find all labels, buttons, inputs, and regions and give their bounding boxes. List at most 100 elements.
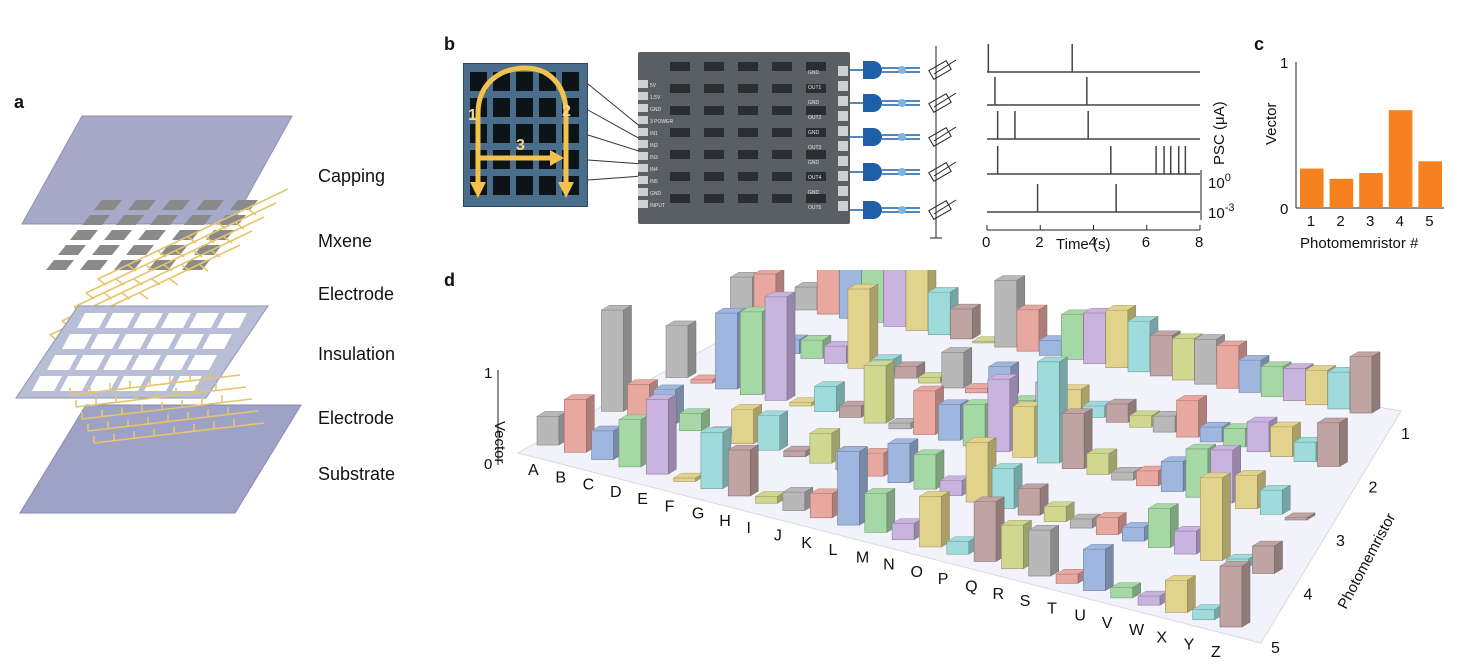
insulation-cell bbox=[131, 355, 161, 370]
trace-scale-tick-base: 10 bbox=[1208, 175, 1225, 192]
chart-d-bar bbox=[824, 345, 847, 364]
chart-d-bar bbox=[1105, 403, 1129, 423]
ic-chip bbox=[806, 128, 826, 137]
arrow-path-1-2 bbox=[475, 65, 569, 192]
chart-d-bar bbox=[863, 365, 887, 424]
chart-d-bar bbox=[1121, 526, 1145, 542]
arrow-head-1 bbox=[470, 182, 486, 198]
insulation-cell bbox=[202, 334, 232, 349]
chart-d-bar bbox=[1012, 406, 1035, 458]
chart-c-x-tick-label: 5 bbox=[1425, 213, 1433, 230]
chart-d-bar bbox=[913, 390, 936, 435]
board-pin-right bbox=[838, 201, 848, 211]
sensor-pixel bbox=[516, 124, 533, 143]
chart-d-bar bbox=[1152, 415, 1176, 433]
mxene-square bbox=[162, 200, 190, 210]
sensor-pixel bbox=[493, 98, 510, 117]
chart-d-bar bbox=[1028, 529, 1052, 577]
mxene-square bbox=[184, 215, 212, 225]
chart-d-bar bbox=[1043, 506, 1067, 522]
chart-c-x-tick-label: 3 bbox=[1366, 213, 1374, 230]
board-pin-right bbox=[838, 141, 848, 151]
chart-d-x-tick-label: T bbox=[1047, 600, 1057, 617]
board-pin-right bbox=[838, 171, 848, 181]
chart-d-bar bbox=[973, 501, 997, 562]
board-pin-right-label: OUT3 bbox=[808, 145, 822, 151]
chart-d-bar bbox=[965, 442, 989, 503]
chart-d-x-tick-label: B bbox=[555, 469, 566, 486]
board-pin-right bbox=[838, 111, 848, 121]
chart-d-bar bbox=[679, 413, 702, 432]
ic-chip bbox=[670, 106, 690, 115]
mxene-square bbox=[116, 215, 144, 225]
mxene-square bbox=[70, 230, 98, 240]
insulation-cell bbox=[187, 355, 217, 370]
board-pin-left-label: GND bbox=[650, 107, 662, 113]
chart-d-bar-side bbox=[749, 444, 759, 497]
chart-d-bar-top bbox=[753, 270, 783, 275]
electrode-trace bbox=[85, 202, 277, 294]
chart-d-bar bbox=[601, 309, 624, 412]
electrode-finger bbox=[97, 278, 107, 286]
ic-chip bbox=[670, 150, 690, 159]
electrode-finger bbox=[217, 222, 227, 230]
board-pin-left bbox=[638, 176, 648, 184]
sensor-pixel bbox=[493, 176, 510, 195]
sensor-pixel bbox=[539, 98, 556, 117]
chart-d-bar bbox=[1136, 470, 1159, 487]
mxene-square bbox=[80, 260, 108, 270]
chart-d-bar bbox=[1129, 415, 1152, 428]
chart-d-bar bbox=[690, 379, 714, 384]
chart-d-bar bbox=[1111, 471, 1134, 481]
electrode-finger bbox=[133, 278, 143, 286]
chart-d-bar bbox=[1127, 320, 1151, 373]
insulation-cell bbox=[103, 355, 133, 370]
ic-chip bbox=[806, 194, 826, 203]
chart-d-bar-side bbox=[786, 291, 796, 401]
chart-d-bar-side bbox=[668, 394, 677, 475]
board-pin-left-label: 3 POWER bbox=[650, 119, 673, 125]
board-pin-right-label: GND bbox=[808, 160, 820, 166]
electrode-finger bbox=[175, 250, 185, 258]
chart-d-x-tick-label: S bbox=[1020, 593, 1031, 610]
electrode-finger bbox=[145, 264, 155, 272]
path-label-2: 2 bbox=[562, 103, 571, 120]
electrode-finger bbox=[139, 292, 149, 300]
chart-d-bar bbox=[1270, 426, 1293, 457]
chart-d-bar bbox=[789, 402, 813, 407]
chart-d-bar-side bbox=[687, 320, 697, 378]
chart-d-x-tick-label: Z bbox=[1211, 644, 1221, 661]
board-pin-right bbox=[838, 156, 848, 166]
ic-chip bbox=[772, 150, 792, 159]
board-pin-right-label: OUT2 bbox=[808, 115, 822, 121]
chart-d-bar bbox=[783, 450, 807, 457]
trace-y-label: PSC (μA) bbox=[1211, 101, 1228, 165]
sensor-symbol-arrow bbox=[933, 199, 957, 215]
board-pin-right bbox=[838, 96, 848, 106]
chart-d-bar bbox=[1095, 517, 1119, 535]
electrode-trace bbox=[73, 216, 265, 308]
ic-chip bbox=[772, 172, 792, 181]
chart-d-bar bbox=[888, 422, 912, 430]
chart-d-x-tick-label: F bbox=[665, 498, 675, 515]
chart-d-bar bbox=[1223, 428, 1246, 448]
chart-d-bar bbox=[837, 451, 860, 526]
ic-chip bbox=[738, 194, 758, 203]
chart-d-y-tick-label: 3 bbox=[1336, 533, 1345, 550]
board-pin-right-label: GND bbox=[808, 100, 820, 106]
electrode-finger bbox=[127, 264, 137, 272]
electrode-trace bbox=[87, 410, 259, 432]
neuron-icon bbox=[863, 201, 882, 219]
mxene-square bbox=[126, 245, 154, 255]
chart-d-bar bbox=[1137, 595, 1161, 606]
chart-d-bar bbox=[731, 408, 755, 444]
chart-c-x-tick-label: 4 bbox=[1396, 213, 1404, 230]
chart-d-x-tick-label: N bbox=[883, 557, 895, 574]
electrode-finger bbox=[187, 236, 197, 244]
electrode-finger bbox=[205, 236, 215, 244]
chart-d-x-tick-label: O bbox=[910, 564, 922, 581]
board-pin-right bbox=[838, 66, 848, 76]
sensor-array-photo: 1 2 3 bbox=[463, 63, 588, 207]
chart-d-bar-side bbox=[1241, 560, 1251, 628]
chart-d-bar bbox=[814, 386, 837, 413]
